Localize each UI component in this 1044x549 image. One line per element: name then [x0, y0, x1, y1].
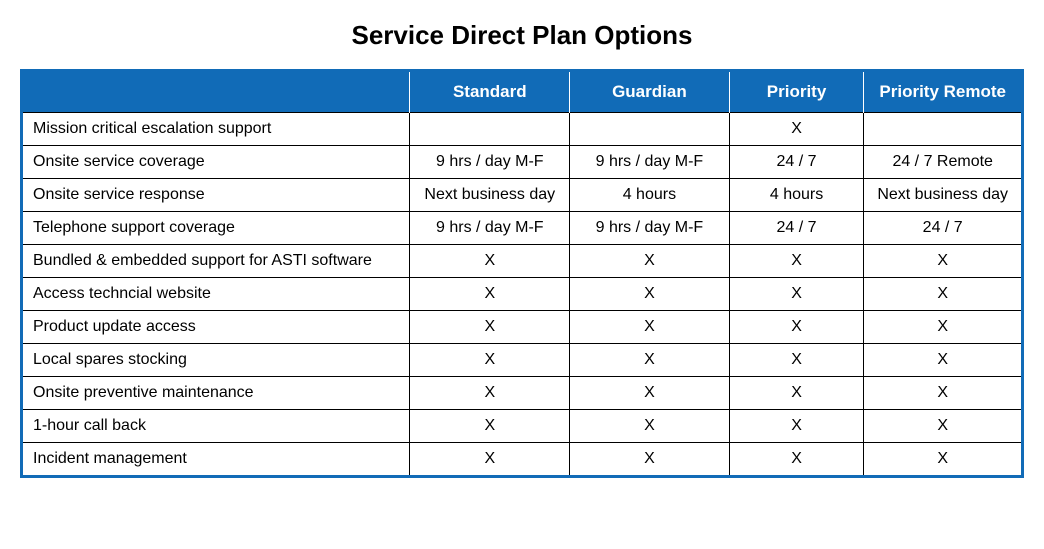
value-cell: 9 hrs / day M-F [570, 146, 730, 179]
value-cell: X [410, 278, 570, 311]
value-cell [570, 113, 730, 146]
plan-table-body: Mission critical escalation supportXOnsi… [22, 113, 1023, 477]
feature-cell: 1-hour call back [22, 410, 410, 443]
value-cell: 4 hours [729, 179, 864, 212]
feature-cell: Incident management [22, 443, 410, 477]
value-cell: 24 / 7 [729, 146, 864, 179]
value-cell: 4 hours [570, 179, 730, 212]
feature-cell: Onsite service response [22, 179, 410, 212]
value-cell: X [729, 113, 864, 146]
feature-cell: Bundled & embedded support for ASTI soft… [22, 245, 410, 278]
table-row: Mission critical escalation support X [22, 113, 1023, 146]
value-cell: X [410, 311, 570, 344]
table-row: Onsite service responseNext business day… [22, 179, 1023, 212]
table-row: Incident managementXXXX [22, 443, 1023, 477]
value-cell: 9 hrs / day M-F [410, 146, 570, 179]
table-row: Telephone support coverage9 hrs / day M-… [22, 212, 1023, 245]
plan-table: Standard Guardian Priority Priority Remo… [20, 69, 1024, 478]
feature-cell: Onsite service coverage [22, 146, 410, 179]
value-cell: X [729, 278, 864, 311]
value-cell: X [864, 344, 1023, 377]
table-row: Bundled & embedded support for ASTI soft… [22, 245, 1023, 278]
value-cell: X [864, 278, 1023, 311]
col-header-feature [22, 71, 410, 113]
value-cell: X [864, 443, 1023, 477]
page-title: Service Direct Plan Options [20, 20, 1024, 51]
col-header-priority-remote: Priority Remote [864, 71, 1023, 113]
value-cell: X [410, 377, 570, 410]
col-header-standard: Standard [410, 71, 570, 113]
value-cell: X [864, 245, 1023, 278]
feature-cell: Onsite preventive maintenance [22, 377, 410, 410]
value-cell: 24 / 7 Remote [864, 146, 1023, 179]
value-cell: X [570, 245, 730, 278]
table-row: Onsite preventive maintenanceXXXX [22, 377, 1023, 410]
value-cell: Next business day [410, 179, 570, 212]
value-cell: 9 hrs / day M-F [570, 212, 730, 245]
value-cell: X [864, 377, 1023, 410]
value-cell: X [729, 410, 864, 443]
feature-cell: Local spares stocking [22, 344, 410, 377]
value-cell: X [410, 344, 570, 377]
table-row: Onsite service coverage9 hrs / day M-F9 … [22, 146, 1023, 179]
value-cell: X [729, 344, 864, 377]
value-cell: X [570, 278, 730, 311]
value-cell: X [570, 377, 730, 410]
value-cell: X [729, 311, 864, 344]
value-cell: X [729, 377, 864, 410]
value-cell: X [729, 443, 864, 477]
value-cell: X [410, 443, 570, 477]
value-cell: X [570, 311, 730, 344]
col-header-guardian: Guardian [570, 71, 730, 113]
value-cell [410, 113, 570, 146]
table-row: Local spares stockingXXXX [22, 344, 1023, 377]
value-cell: 9 hrs / day M-F [410, 212, 570, 245]
table-row: 1-hour call backXXXX [22, 410, 1023, 443]
value-cell: X [864, 410, 1023, 443]
value-cell: X [864, 311, 1023, 344]
plan-table-head: Standard Guardian Priority Priority Remo… [22, 71, 1023, 113]
value-cell [864, 113, 1023, 146]
feature-cell: Mission critical escalation support [22, 113, 410, 146]
value-cell: X [570, 410, 730, 443]
table-row: Product update accessXXXX [22, 311, 1023, 344]
value-cell: 24 / 7 [729, 212, 864, 245]
feature-cell: Product update access [22, 311, 410, 344]
value-cell: 24 / 7 [864, 212, 1023, 245]
value-cell: X [570, 344, 730, 377]
value-cell: X [410, 245, 570, 278]
table-row: Access techncial websiteXXXX [22, 278, 1023, 311]
feature-cell: Access techncial website [22, 278, 410, 311]
value-cell: Next business day [864, 179, 1023, 212]
col-header-priority: Priority [729, 71, 864, 113]
value-cell: X [570, 443, 730, 477]
feature-cell: Telephone support coverage [22, 212, 410, 245]
value-cell: X [729, 245, 864, 278]
value-cell: X [410, 410, 570, 443]
